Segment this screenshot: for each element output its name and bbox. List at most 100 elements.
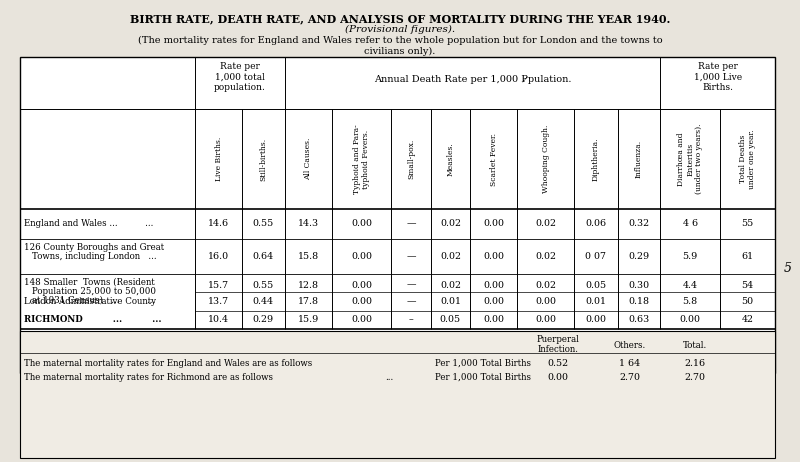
Text: 0.02: 0.02 [440, 280, 461, 290]
Text: 4 6: 4 6 [682, 219, 698, 229]
Text: —: — [406, 219, 416, 229]
Text: ...: ... [385, 372, 394, 382]
Text: Towns, including London   ...: Towns, including London ... [32, 252, 157, 261]
Text: Puerperal
Infection.: Puerperal Infection. [537, 335, 579, 354]
Text: London Administrative County: London Administrative County [24, 297, 156, 306]
Text: 0.02: 0.02 [535, 219, 556, 229]
Text: Per 1,000 Total Births: Per 1,000 Total Births [435, 372, 531, 382]
Text: 0.44: 0.44 [253, 297, 274, 306]
Bar [20, 331, 775, 458]
Text: The maternal mortality rates for Richmond are as follows: The maternal mortality rates for Richmon… [24, 372, 273, 382]
Text: 0 07: 0 07 [586, 252, 606, 261]
Text: Live Births.: Live Births. [214, 137, 222, 181]
Text: Small-pox.: Small-pox. [407, 139, 415, 179]
Text: 5.9: 5.9 [682, 252, 698, 261]
Text: 0.29: 0.29 [253, 316, 274, 324]
Text: 5: 5 [784, 262, 792, 275]
Text: 0.00: 0.00 [586, 316, 606, 324]
Text: 0.52: 0.52 [547, 359, 569, 367]
Text: 15.9: 15.9 [298, 316, 318, 324]
Text: Whooping Cough.: Whooping Cough. [542, 125, 550, 193]
Text: (The mortality rates for England and Wales refer to the whole population but for: (The mortality rates for England and Wal… [138, 36, 662, 45]
Text: 0.64: 0.64 [253, 252, 274, 261]
Text: BIRTH RATE, DEATH RATE, AND ANALYSIS OF MORTALITY DURING THE YEAR 1940.: BIRTH RATE, DEATH RATE, AND ANALYSIS OF … [130, 13, 670, 24]
Text: 0.00: 0.00 [351, 219, 372, 229]
Text: Others.: Others. [614, 341, 646, 350]
Text: 2.16: 2.16 [685, 359, 706, 367]
Text: —: — [406, 252, 416, 261]
Text: All Causes.: All Causes. [304, 138, 312, 180]
Text: Rate per
1,000 Live
Births.: Rate per 1,000 Live Births. [694, 62, 742, 92]
Text: 1 64: 1 64 [619, 359, 641, 367]
Text: —: — [406, 297, 416, 306]
Text: Influenza.: Influenza. [635, 140, 643, 178]
Text: 10.4: 10.4 [208, 316, 229, 324]
Text: –: – [409, 316, 414, 324]
Text: 0.00: 0.00 [483, 297, 504, 306]
Text: 0.55: 0.55 [253, 280, 274, 290]
Text: England and Wales ...          ...: England and Wales ... ... [24, 219, 154, 229]
Text: 55: 55 [742, 219, 754, 229]
Text: Per 1,000 Total Births: Per 1,000 Total Births [435, 359, 531, 367]
Text: (Provisional figures).: (Provisional figures). [345, 25, 455, 34]
Text: 16.0: 16.0 [208, 252, 229, 261]
Text: 0.55: 0.55 [253, 219, 274, 229]
Text: 0.02: 0.02 [440, 252, 461, 261]
Text: Total Deaths
under one year.: Total Deaths under one year. [739, 129, 756, 189]
Bar [20, 57, 775, 373]
Text: —: — [406, 280, 416, 290]
Text: 0.30: 0.30 [629, 280, 650, 290]
Text: 5.8: 5.8 [682, 297, 698, 306]
Text: 61: 61 [742, 252, 754, 261]
Text: 0.00: 0.00 [351, 252, 372, 261]
Text: 0.05: 0.05 [440, 316, 461, 324]
Text: 0.32: 0.32 [629, 219, 650, 229]
Text: 0.00: 0.00 [547, 372, 569, 382]
Text: 42: 42 [742, 316, 754, 324]
Text: 126 County Boroughs and Great: 126 County Boroughs and Great [24, 243, 164, 252]
Text: 0.00: 0.00 [535, 316, 556, 324]
Text: 54: 54 [742, 280, 754, 290]
Text: 0.00: 0.00 [483, 280, 504, 290]
Text: Population 25,000 to 50,000: Population 25,000 to 50,000 [32, 287, 156, 296]
Text: 0.00: 0.00 [680, 316, 701, 324]
Text: 0.02: 0.02 [535, 280, 556, 290]
Text: Still-births.: Still-births. [259, 137, 267, 181]
Text: 0.29: 0.29 [629, 252, 650, 261]
Text: 15.7: 15.7 [208, 280, 229, 290]
Text: Rate per
1,000 total
population.: Rate per 1,000 total population. [214, 62, 266, 92]
Text: Diarrhœa and
Enteritis
(under two years).: Diarrhœa and Enteritis (under two years)… [677, 124, 703, 194]
Text: The maternal mortality rates for England and Wales are as follows: The maternal mortality rates for England… [24, 359, 312, 367]
Text: 0.02: 0.02 [535, 252, 556, 261]
Text: 15.8: 15.8 [298, 252, 318, 261]
Text: Annual Death Rate per 1,000 P̷pulation.: Annual Death Rate per 1,000 P̷pulation. [374, 75, 571, 84]
Text: 0.00: 0.00 [483, 219, 504, 229]
Text: 0.02: 0.02 [440, 219, 461, 229]
Text: RICHMOND          ...          ...: RICHMOND ... ... [24, 316, 162, 324]
Text: 0.63: 0.63 [629, 316, 650, 324]
Text: Diphtheria.: Diphtheria. [592, 137, 600, 181]
Text: 13.7: 13.7 [208, 297, 229, 306]
Text: 0.00: 0.00 [483, 252, 504, 261]
Text: civilians only).: civilians only). [364, 47, 436, 56]
Text: 0.05: 0.05 [586, 280, 606, 290]
Text: 2.70: 2.70 [685, 372, 706, 382]
Text: 50: 50 [742, 297, 754, 306]
Text: 0.00: 0.00 [483, 316, 504, 324]
Text: Measles.: Measles. [446, 142, 454, 176]
Text: 4.4: 4.4 [682, 280, 698, 290]
Text: at 1931 Census)   ...          ...: at 1931 Census) ... ... [32, 296, 155, 305]
Text: 0.06: 0.06 [586, 219, 606, 229]
Text: 0.18: 0.18 [629, 297, 650, 306]
Text: 14.6: 14.6 [208, 219, 229, 229]
Text: 0.01: 0.01 [440, 297, 461, 306]
Text: 2.70: 2.70 [619, 372, 641, 382]
Text: 14.3: 14.3 [298, 219, 318, 229]
Text: 0.00: 0.00 [351, 280, 372, 290]
Text: Total.: Total. [683, 341, 707, 350]
Text: Typhoid and Para-
typhoid Fevers.: Typhoid and Para- typhoid Fevers. [353, 124, 370, 194]
Text: 148 Smaller  Towns (Resident: 148 Smaller Towns (Resident [24, 278, 154, 287]
Text: 0.00: 0.00 [351, 316, 372, 324]
Text: 0.00: 0.00 [351, 297, 372, 306]
Text: 17.8: 17.8 [298, 297, 318, 306]
